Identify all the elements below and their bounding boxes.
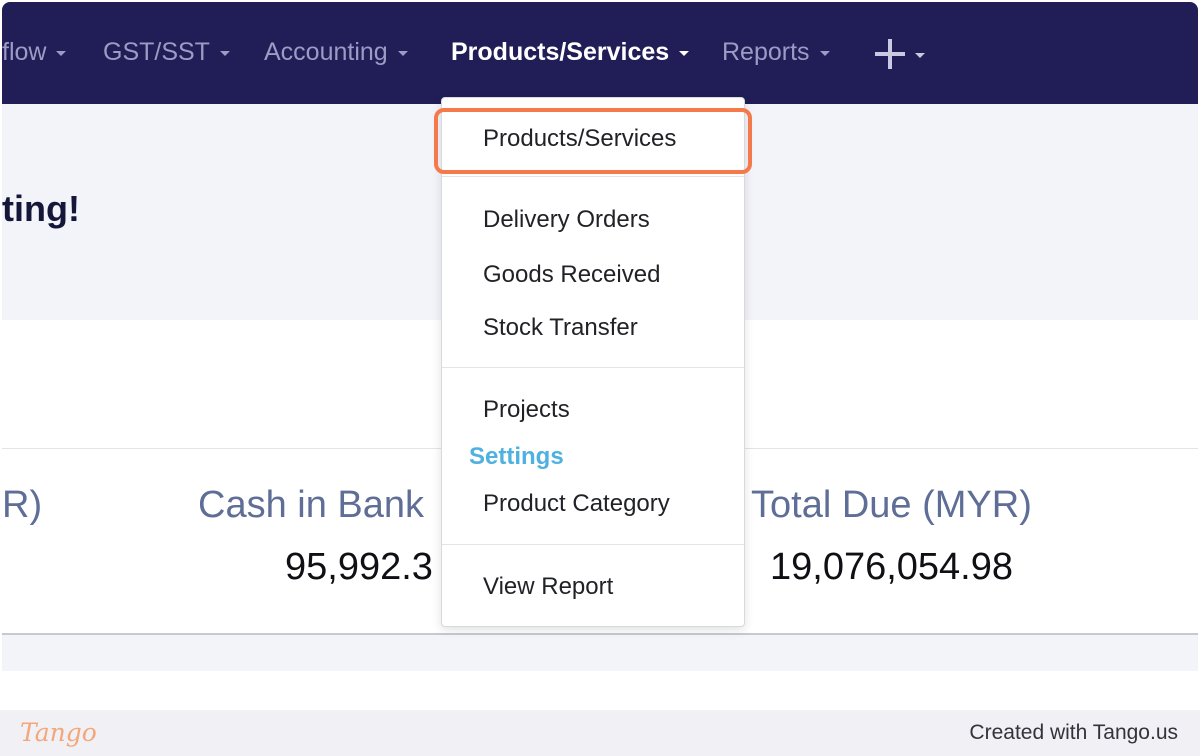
chevron-down-icon bbox=[819, 50, 830, 56]
menu-item-products-services[interactable]: Products/Services bbox=[483, 125, 677, 152]
nav-item-reports[interactable]: Reports bbox=[722, 36, 830, 68]
menu-item-view-report[interactable]: View Report bbox=[483, 573, 614, 600]
menu-item-goods-received[interactable]: Goods Received bbox=[483, 261, 661, 288]
menu-divider bbox=[442, 367, 744, 368]
nav-item-label: flow bbox=[2, 37, 47, 66]
created-with-text: Created with Tango.us bbox=[969, 721, 1178, 744]
menu-divider bbox=[442, 176, 744, 177]
summary-value-total-due: 19,076,054.98 bbox=[770, 546, 1014, 588]
chevron-down-icon bbox=[219, 50, 230, 56]
menu-item-product-category[interactable]: Product Category bbox=[483, 490, 670, 517]
bottom-band bbox=[2, 635, 1198, 671]
tango-footer: Tango Created with Tango.us bbox=[0, 710, 1200, 756]
chevron-down-icon bbox=[679, 50, 690, 56]
summary-label-cash-in-bank: Cash in Bank bbox=[198, 484, 425, 526]
summary-label: R) bbox=[2, 484, 43, 526]
nav-item-accounting[interactable]: Accounting bbox=[264, 36, 408, 68]
settings-heading: Settings bbox=[469, 443, 564, 470]
summary-value-cash-in-bank: 95,992.3 bbox=[285, 546, 433, 588]
nav-item-label: Reports bbox=[722, 37, 810, 66]
chevron-down-icon bbox=[397, 50, 408, 56]
menu-item-delivery-orders[interactable]: Delivery Orders bbox=[483, 206, 650, 233]
nav-item-label: Products/Services bbox=[451, 37, 670, 66]
nav-item-label: Accounting bbox=[264, 37, 388, 66]
divider bbox=[2, 633, 1198, 635]
nav-item-cashflow[interactable]: flow bbox=[2, 36, 67, 68]
products-services-dropdown: Products/Services Delivery Orders Goods … bbox=[441, 97, 745, 627]
nav-item-products-services[interactable]: Products/Services bbox=[451, 36, 690, 68]
tango-logo: Tango bbox=[20, 718, 97, 747]
welcome-heading: ting! bbox=[2, 188, 80, 229]
chevron-down-icon bbox=[915, 52, 925, 58]
summary-label-total-due: Total Due (MYR) bbox=[751, 484, 1032, 526]
chevron-down-icon bbox=[56, 50, 67, 56]
menu-divider bbox=[442, 544, 744, 545]
menu-item-stock-transfer[interactable]: Stock Transfer bbox=[483, 314, 638, 341]
plus-icon bbox=[875, 39, 905, 69]
app-window: flow GST/SST Accounting Products/Service… bbox=[2, 2, 1198, 708]
nav-add-menu[interactable] bbox=[875, 38, 925, 70]
nav-item-label: GST/SST bbox=[103, 37, 210, 66]
nav-item-gst-sst[interactable]: GST/SST bbox=[103, 36, 230, 68]
top-navbar: flow GST/SST Accounting Products/Service… bbox=[2, 2, 1198, 104]
menu-item-projects[interactable]: Projects bbox=[483, 396, 570, 423]
